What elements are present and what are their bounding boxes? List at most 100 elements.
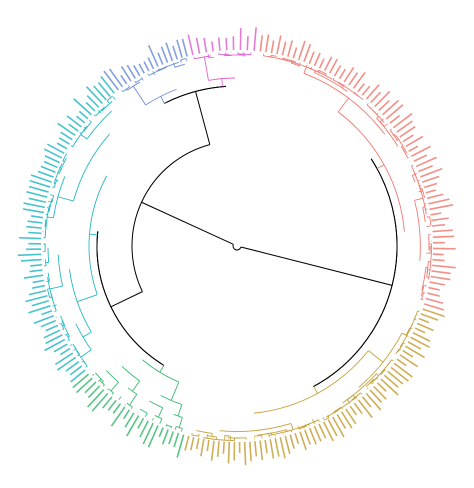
cluster-arc <box>48 248 49 263</box>
leaf-label-mark <box>31 216 43 218</box>
leaf-label-mark <box>45 156 60 163</box>
cluster-arc <box>412 175 415 182</box>
leaf-branch <box>71 146 73 147</box>
cluster-branch <box>179 417 182 427</box>
cluster-arc <box>377 118 398 146</box>
cluster-3-leaves <box>73 374 184 457</box>
leaf-label-mark <box>212 41 213 51</box>
leaf-label-mark <box>282 42 285 56</box>
cluster-arc <box>106 370 118 382</box>
leaf-label-mark <box>414 155 427 161</box>
leaf-branch <box>93 374 95 375</box>
leaf-label-mark <box>293 47 296 58</box>
cluster-branch <box>181 60 182 62</box>
leaf-label-mark <box>57 143 67 149</box>
cluster-branch <box>395 136 396 137</box>
cluster-arc <box>122 366 140 381</box>
leaf-label-mark <box>166 43 172 61</box>
leaf-label-mark <box>29 291 46 295</box>
leaf-label-mark <box>427 194 443 198</box>
leaf-label-mark <box>79 111 88 118</box>
leaf-label-mark <box>69 124 79 131</box>
cluster-arc <box>181 58 187 60</box>
leaf-label-mark <box>110 69 123 87</box>
leaf-label-mark <box>309 52 314 64</box>
leaf-label-mark <box>219 38 220 51</box>
leaf-label-mark <box>285 436 290 454</box>
leaf-label-mark <box>419 319 429 323</box>
leaf-branch <box>128 85 129 87</box>
cluster-1-subtree <box>263 54 431 300</box>
leaf-branch <box>77 355 79 356</box>
leaf-branch <box>160 422 161 424</box>
cluster-branch <box>171 382 179 400</box>
cluster-arc <box>398 343 403 352</box>
leaf-label-mark <box>24 275 43 278</box>
cluster-arc <box>74 347 79 355</box>
leaf-label-mark <box>24 203 45 207</box>
leaf-label-mark <box>400 355 418 367</box>
leaf-branch <box>107 389 108 390</box>
cluster-stem <box>161 96 165 103</box>
leaf-label-mark <box>333 417 344 437</box>
cluster-arc <box>175 64 185 67</box>
leaf-label-mark <box>424 304 444 310</box>
leaf-label-mark <box>41 311 52 315</box>
cluster-arc <box>140 409 147 413</box>
leaf-branch <box>148 74 149 76</box>
cluster-arc <box>430 217 431 226</box>
leaf-label-mark <box>374 386 386 399</box>
leaf-branch <box>377 113 378 114</box>
leaf-label-mark <box>427 293 439 296</box>
leaf-label-mark <box>421 314 438 320</box>
leaf-label-mark <box>390 115 400 123</box>
leaf-label-mark <box>350 406 356 415</box>
leaf-label-mark <box>335 65 341 76</box>
leaf-label-mark <box>41 321 56 327</box>
trunk-root-link <box>233 244 241 250</box>
cluster-arc <box>167 425 172 427</box>
leaf-label-mark <box>21 260 41 261</box>
leaf-label-mark <box>32 286 45 289</box>
trunk-arc-b <box>132 145 210 292</box>
leaf-label-mark <box>138 418 144 428</box>
cluster-branch <box>126 89 127 90</box>
leaf-label-mark <box>432 230 452 231</box>
leaf-label-mark <box>254 27 256 50</box>
cluster-branch <box>174 65 175 68</box>
leaf-label-mark <box>76 378 92 392</box>
cluster-6-subtree <box>194 52 251 87</box>
leaf-label-mark <box>113 404 120 414</box>
leaf-branch <box>367 388 368 389</box>
cluster-arc <box>47 289 49 298</box>
cluster-stem <box>89 234 97 235</box>
leaf-label-mark <box>300 432 306 450</box>
leaf-label-mark <box>260 441 262 461</box>
leaf-label-mark <box>28 221 43 223</box>
cluster-branch <box>376 374 378 376</box>
leaf-label-mark <box>161 47 167 63</box>
leaf-label-mark <box>29 198 46 202</box>
leaf-label-mark <box>377 383 386 392</box>
leaf-label-mark <box>403 135 413 142</box>
leaf-label-mark <box>431 213 442 215</box>
leaf-label-mark <box>424 183 437 187</box>
leaf-label-mark <box>45 340 65 351</box>
leaf-label-mark <box>185 436 189 450</box>
leaf-label-mark <box>426 298 443 303</box>
leaf-label-mark <box>428 199 449 204</box>
leaf-label-mark <box>415 328 425 333</box>
leaf-label-mark <box>104 71 118 90</box>
leaf-label-mark <box>422 176 439 182</box>
leaf-label-mark <box>41 166 55 172</box>
leaf-label-mark <box>87 87 103 104</box>
leaf-label-mark <box>349 73 358 85</box>
cluster-branch <box>81 350 91 357</box>
trunk-branch-top <box>196 91 210 144</box>
leaf-label-mark <box>27 192 48 197</box>
cluster-arc <box>87 111 111 139</box>
leaf-label-mark <box>260 35 262 51</box>
trunk-branch-left <box>111 292 143 307</box>
leaf-label-mark <box>76 116 84 123</box>
